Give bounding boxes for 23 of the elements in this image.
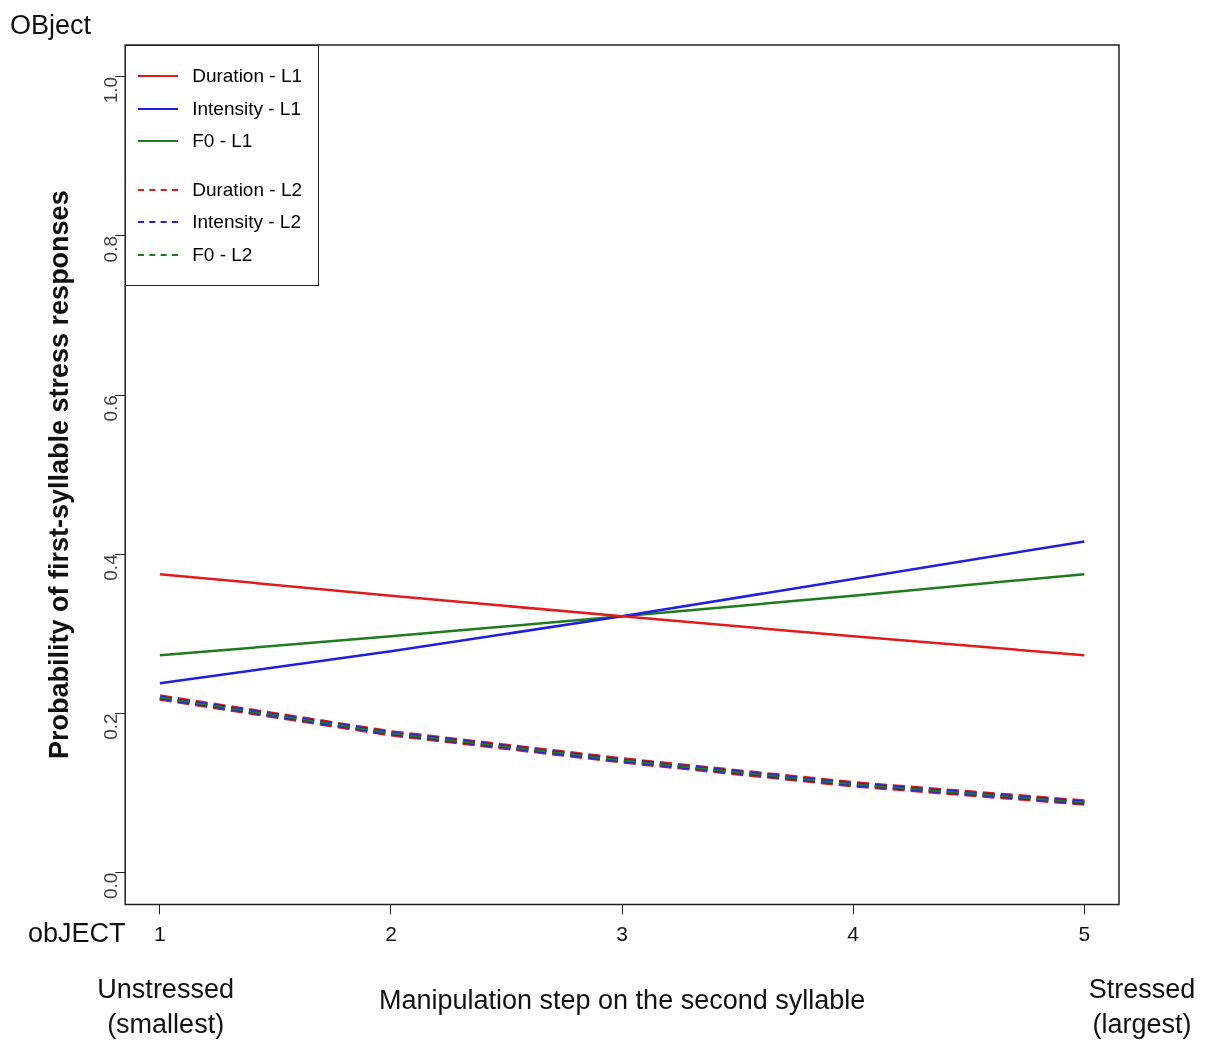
legend-label: Intensity - L2: [192, 211, 301, 234]
legend-label: Duration - L2: [192, 178, 303, 201]
x-tick-label: 5: [1078, 921, 1091, 945]
x-axis-title: Manipulation step on the second syllable: [378, 985, 866, 1016]
y-tick-label: 0.4: [100, 553, 122, 581]
legend-label: Intensity - L1: [192, 97, 301, 120]
y-tick-label: 0.0: [100, 872, 122, 899]
legend-label: Duration - L1: [192, 65, 303, 88]
x-tick-label: 2: [385, 921, 397, 945]
legend-label: F0 - L2: [192, 243, 253, 266]
x-tick-label: 4: [847, 921, 860, 945]
text: obJECT: [28, 917, 126, 951]
x-tick-label: 3: [616, 921, 628, 945]
text: Stressed (largest): [1088, 973, 1196, 1042]
y-tick-label: 0.8: [100, 235, 122, 263]
y-tick-label: 1.0: [100, 76, 122, 104]
y-tick-label: 0.6: [100, 395, 122, 422]
y-tick-label: 0.2: [100, 713, 122, 740]
text: Unstressed (smallest): [97, 973, 234, 1042]
x-tick-label: 1: [154, 921, 166, 945]
legend-label: F0 - L1: [192, 130, 253, 153]
y-axis-title: Probability of first-syllable stress responses: [43, 190, 74, 760]
text: OBject: [10, 9, 92, 42]
